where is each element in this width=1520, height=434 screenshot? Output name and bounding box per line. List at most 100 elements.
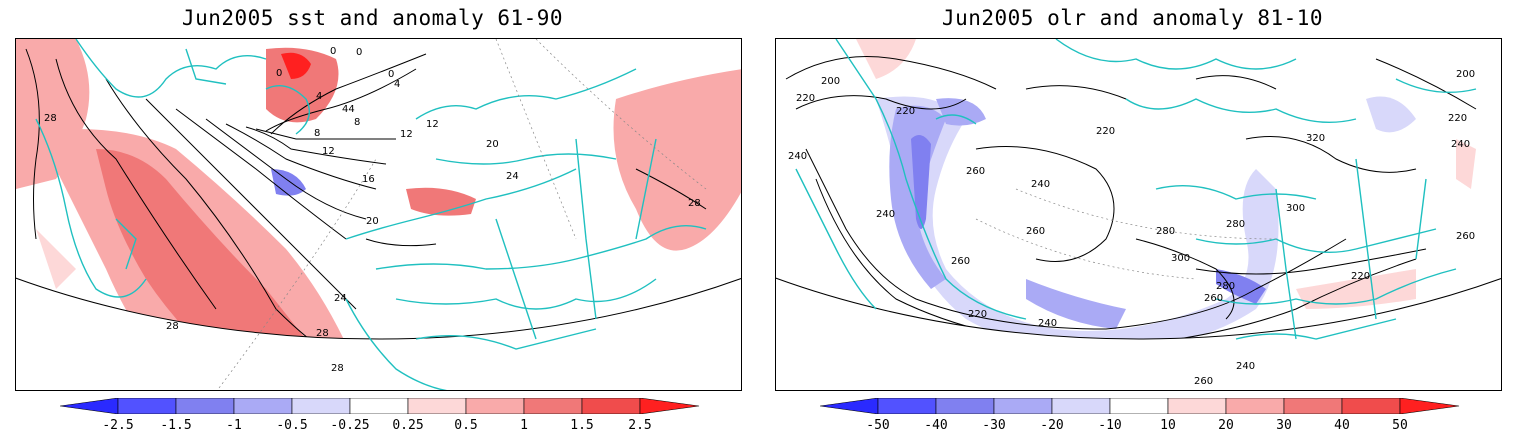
svg-text:260: 260 [1456, 231, 1475, 242]
colorbar-tick-label: -50 [866, 418, 890, 433]
colorbar-cell [175, 397, 235, 415]
anomaly-region [856, 39, 916, 79]
colorbar-cell [639, 397, 700, 415]
colorbar-cell [349, 397, 409, 415]
olr-colorbar-bar [819, 397, 1460, 415]
colorbar-tick-label: -20 [1040, 418, 1064, 433]
colorbar-cell [935, 397, 995, 415]
anomaly-region [1456, 139, 1476, 189]
sst-map: 28 28 28 28 24 20 16 12 8 4 44 0 0 0 12 … [16, 39, 741, 392]
sst-panel: Jun2005 sst and anomaly 61-90 [0, 0, 745, 433]
colorbar-cell [819, 397, 879, 415]
sst-panel-title: Jun2005 sst and anomaly 61-90 [181, 6, 564, 30]
anomaly-region [266, 47, 339, 123]
svg-text:260: 260 [1026, 226, 1045, 237]
anomaly-region [271, 169, 306, 196]
svg-text:44: 44 [342, 104, 355, 115]
anomaly-region [1026, 279, 1126, 329]
colorbar-cell [523, 397, 583, 415]
svg-text:220: 220 [968, 309, 987, 320]
colorbar-cell [877, 397, 937, 415]
colorbar-tick-label: -1 [226, 418, 242, 433]
svg-text:20: 20 [366, 216, 379, 227]
colorbar-cell [407, 397, 467, 415]
colorbar-cell [1283, 397, 1343, 415]
svg-text:280: 280 [1216, 281, 1235, 292]
olr-panel-title: Jun2005 olr and anomaly 81-10 [941, 6, 1324, 30]
svg-text:4: 4 [394, 79, 400, 90]
coastlines [35, 39, 707, 390]
anomaly-region [936, 98, 986, 126]
olr-map-frame: 200 220 240 260 280 300 320 260 240 220 … [775, 38, 1502, 391]
colorbar-cell [581, 397, 641, 415]
svg-text:280: 280 [1226, 219, 1245, 230]
colorbar-cell [117, 397, 177, 415]
colorbar-cell [1167, 397, 1227, 415]
anomaly-region [1366, 96, 1416, 133]
colorbar-cell [993, 397, 1053, 415]
svg-text:240: 240 [1451, 139, 1470, 150]
svg-text:24: 24 [334, 293, 347, 304]
colorbar-cell [1399, 397, 1460, 415]
svg-text:200: 200 [1456, 69, 1475, 80]
colorbar-tick-label: 1 [520, 418, 528, 433]
svg-text:320: 320 [1306, 133, 1325, 144]
svg-text:4: 4 [316, 91, 322, 102]
colorbar-tick-label: 10 [1160, 418, 1176, 433]
svg-text:28: 28 [316, 328, 329, 339]
hemisphere-border [776, 277, 1501, 340]
colorbar-tick-label: -0.25 [330, 418, 370, 433]
svg-text:300: 300 [1171, 253, 1190, 264]
colorbar-tick-label: 2.5 [628, 418, 652, 433]
svg-text:240: 240 [876, 209, 895, 220]
sst-map-frame: 28 28 28 28 24 20 16 12 8 4 44 0 0 0 12 … [15, 38, 742, 391]
colorbar-cell [1051, 397, 1111, 415]
anomaly-region [1296, 269, 1416, 309]
anomaly-region [406, 187, 476, 216]
anomaly-region [281, 52, 311, 79]
svg-text:12: 12 [426, 119, 439, 130]
olr-map: 200 220 240 260 280 300 320 260 240 220 … [776, 39, 1501, 387]
svg-text:220: 220 [1448, 113, 1467, 124]
colorbar-tick-label: -40 [924, 418, 948, 433]
svg-text:16: 16 [362, 174, 375, 185]
svg-text:20: 20 [486, 139, 499, 150]
colorbar-tick-label: -1.5 [160, 418, 192, 433]
colorbar-tick-label: -2.5 [102, 418, 134, 433]
colorbar-cell [233, 397, 293, 415]
contour-labels: 28 28 28 28 24 20 16 12 8 4 44 0 0 0 12 … [44, 46, 701, 374]
anomaly-region [36, 229, 76, 289]
colorbar-cell [59, 397, 119, 415]
svg-text:0: 0 [388, 69, 394, 80]
svg-text:12: 12 [400, 129, 413, 140]
svg-text:240: 240 [1031, 179, 1050, 190]
colorbar-cell [465, 397, 525, 415]
olr-panel: Jun2005 olr and anomaly 81-10 [760, 0, 1505, 433]
sst-colorbar-bar [59, 397, 700, 415]
anomaly-region [1216, 269, 1266, 304]
colorbar-tick-label: 30 [1276, 418, 1292, 433]
svg-text:280: 280 [1156, 226, 1175, 237]
svg-text:200: 200 [821, 76, 840, 87]
svg-text:8: 8 [314, 128, 320, 139]
olr-colorbar: -50 -40 -30 -20 -10 10 20 30 40 50 [819, 397, 1460, 434]
svg-text:12: 12 [322, 146, 335, 157]
svg-text:240: 240 [1236, 361, 1255, 372]
colorbar-tick-label: 0.5 [454, 418, 478, 433]
svg-text:28: 28 [688, 198, 701, 209]
colorbar-tick-label: 50 [1392, 418, 1408, 433]
svg-text:300: 300 [1286, 203, 1305, 214]
sst-colorbar: -2.5 -1.5 -1 -0.5 -0.25 0.25 0.5 1 1.5 2… [59, 397, 700, 434]
svg-text:260: 260 [951, 256, 970, 267]
svg-text:220: 220 [796, 93, 815, 104]
svg-text:8: 8 [354, 117, 360, 128]
colorbar-cell [1109, 397, 1169, 415]
anomaly-region [356, 357, 486, 392]
colorbar-cell [1341, 397, 1401, 415]
svg-text:260: 260 [966, 166, 985, 177]
hemisphere-border [16, 277, 741, 340]
svg-text:0: 0 [356, 47, 362, 58]
anomaly-region [911, 135, 931, 229]
anomaly-region [96, 149, 336, 339]
colorbar-tick-label: 1.5 [570, 418, 594, 433]
